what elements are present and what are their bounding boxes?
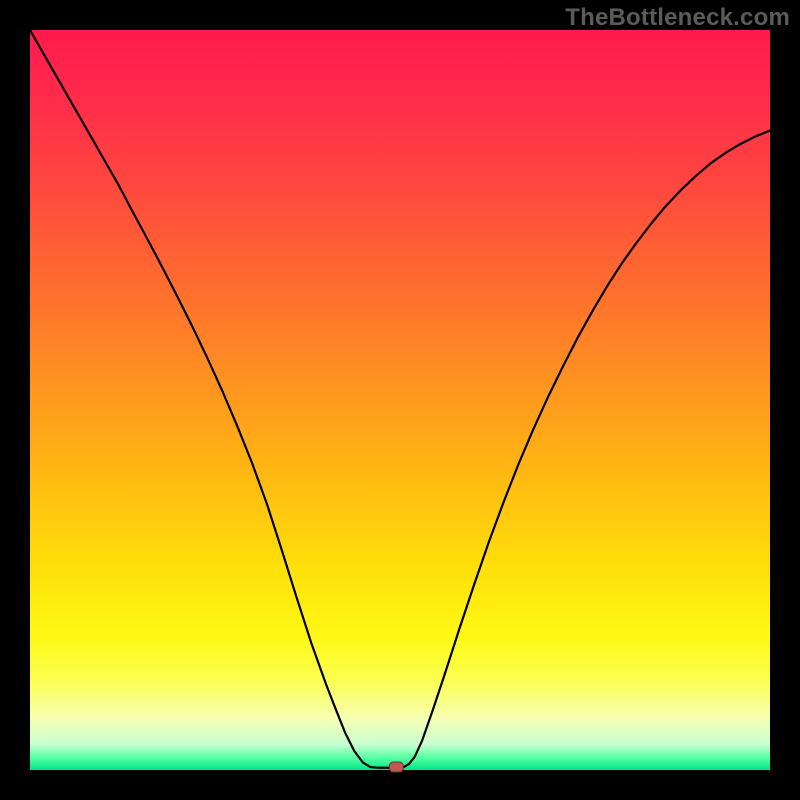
optimal-point-marker [389, 762, 403, 772]
plot-background [30, 30, 770, 770]
watermark-label: TheBottleneck.com [565, 4, 790, 32]
chart-root: TheBottleneck.com [0, 0, 800, 800]
chart-svg [0, 0, 800, 800]
